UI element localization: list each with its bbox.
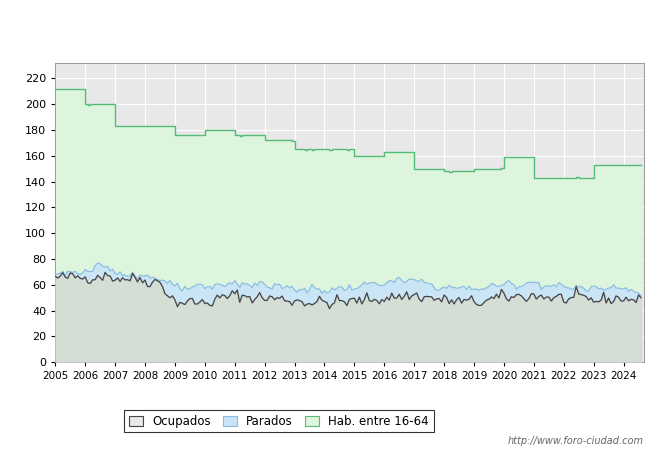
Text: Arándiga - Evolucion de la poblacion en edad de Trabajar Agosto de 2024: Arándiga - Evolucion de la poblacion en … bbox=[70, 21, 580, 36]
Legend: Ocupados, Parados, Hab. entre 16-64: Ocupados, Parados, Hab. entre 16-64 bbox=[124, 410, 434, 432]
Text: http://www.foro-ciudad.com: http://www.foro-ciudad.com bbox=[508, 436, 644, 446]
